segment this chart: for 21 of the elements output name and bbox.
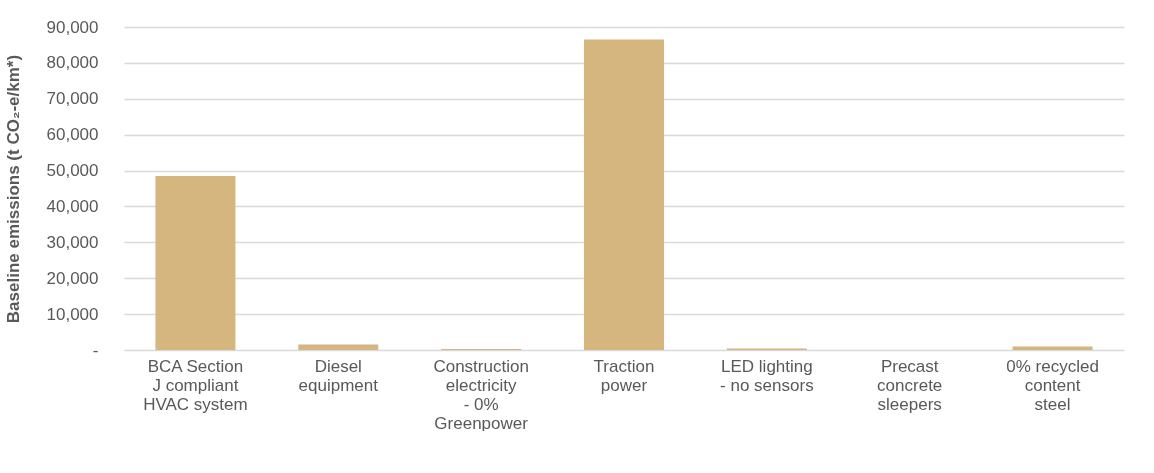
x-tick-label: LED lighting - no sensors [720, 356, 814, 395]
bar [584, 39, 664, 350]
x-tick-label: 0% recycled content steel [1006, 356, 1099, 414]
y-tick-label: 70,000 [46, 89, 99, 109]
y-tick-label: 30,000 [46, 232, 99, 252]
x-tick-label: Precast concrete sleepers [877, 356, 943, 414]
y-tick-label: 10,000 [46, 304, 99, 324]
y-tick-label: 80,000 [46, 53, 99, 73]
y-tick-label: 90,000 [46, 17, 99, 37]
y-tick-label: 50,000 [46, 161, 99, 181]
y-tick-label: 40,000 [46, 196, 99, 216]
y-tick-label: - [92, 340, 99, 360]
y-tick-label: 20,000 [46, 268, 99, 288]
x-tick-label: Diesel equipment [298, 356, 379, 395]
y-axis-title: Baseline emissions (t CO₂-e/km*) [3, 54, 23, 324]
bar [1012, 346, 1093, 350]
x-tick-label: BCA Section J compliant HVAC system [143, 356, 248, 414]
y-tick-label: 60,000 [46, 125, 99, 145]
x-tick-label: Traction power [593, 356, 655, 395]
bar [298, 344, 379, 350]
bar [155, 175, 236, 350]
